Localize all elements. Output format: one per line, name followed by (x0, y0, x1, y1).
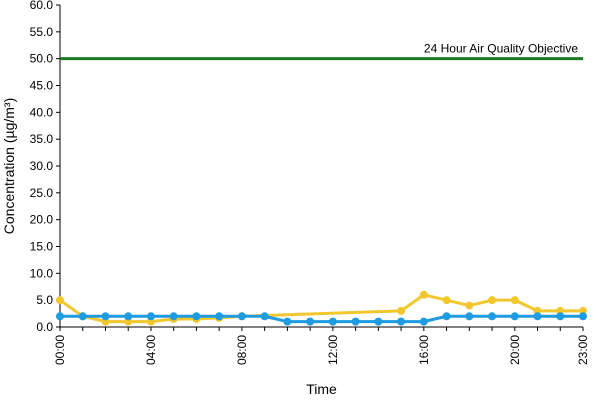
x-tick-label: 23:00 (576, 335, 590, 365)
data-point (306, 317, 315, 326)
series-group (56, 290, 587, 326)
data-point (397, 317, 406, 326)
x-tick-label: 12:00 (326, 335, 340, 365)
data-point (56, 296, 64, 305)
y-tick-label: 10.0 (30, 266, 54, 280)
y-tick-label: 50.0 (30, 52, 54, 66)
data-point (533, 312, 542, 321)
y-tick-label: 0.0 (36, 320, 53, 334)
y-tick-label: 60.0 (30, 0, 54, 12)
x-tick-label: 20:00 (508, 335, 522, 365)
data-point (488, 312, 497, 321)
data-point (419, 290, 428, 299)
data-point (556, 312, 565, 321)
data-point (465, 312, 474, 321)
data-point (579, 312, 587, 321)
x-tick-label: 16:00 (417, 335, 431, 365)
data-point (237, 312, 246, 321)
series-2 (56, 312, 587, 326)
data-point (419, 317, 428, 326)
y-axis-title: Concentration (µg/m³) (1, 98, 17, 234)
x-tick-label: 00:00 (53, 335, 67, 365)
data-point (260, 312, 269, 321)
data-point (169, 312, 178, 321)
y-tick-label: 35.0 (30, 132, 54, 146)
x-tick-label: 08:00 (235, 335, 249, 365)
y-tick-label: 20.0 (30, 213, 54, 227)
data-point (397, 306, 406, 315)
y-tick-label: 40.0 (30, 105, 54, 119)
data-point (374, 317, 383, 326)
x-axis-title: Time (306, 381, 337, 397)
data-point (328, 317, 337, 326)
y-tick-label: 5.0 (36, 293, 53, 307)
data-point (56, 312, 64, 321)
data-point (146, 312, 155, 321)
y-tick-label: 55.0 (30, 25, 54, 39)
data-point (442, 312, 451, 321)
data-point (215, 312, 224, 321)
data-point (351, 317, 360, 326)
data-point (101, 312, 110, 321)
x-tick-labels: 00:00 04:00 08:00 12:00 16:00 20:00 23:00 (53, 335, 590, 365)
data-point (465, 301, 474, 310)
data-point (510, 296, 519, 305)
y-tick-label: 30.0 (30, 159, 54, 173)
x-tick-label: 04:00 (144, 335, 158, 365)
data-point (124, 312, 133, 321)
y-tick-labels: 0.0 5.0 10.0 15.0 20.0 25.0 30.0 35.0 40.0 45.0 50… (30, 0, 54, 334)
reference-line-label: 24 Hour Air Quality Objective (424, 42, 578, 56)
chart-axes (56, 4, 584, 331)
data-point (192, 312, 201, 321)
y-tick-label: 45.0 (30, 79, 54, 93)
data-point (510, 312, 519, 321)
data-point (78, 312, 87, 321)
y-tick-label: 25.0 (30, 186, 54, 200)
data-point (283, 317, 292, 326)
data-point (488, 296, 497, 305)
y-tick-label: 15.0 (30, 240, 54, 254)
data-point (442, 296, 451, 305)
reference-line-group: 24 Hour Air Quality Objective (60, 42, 583, 61)
